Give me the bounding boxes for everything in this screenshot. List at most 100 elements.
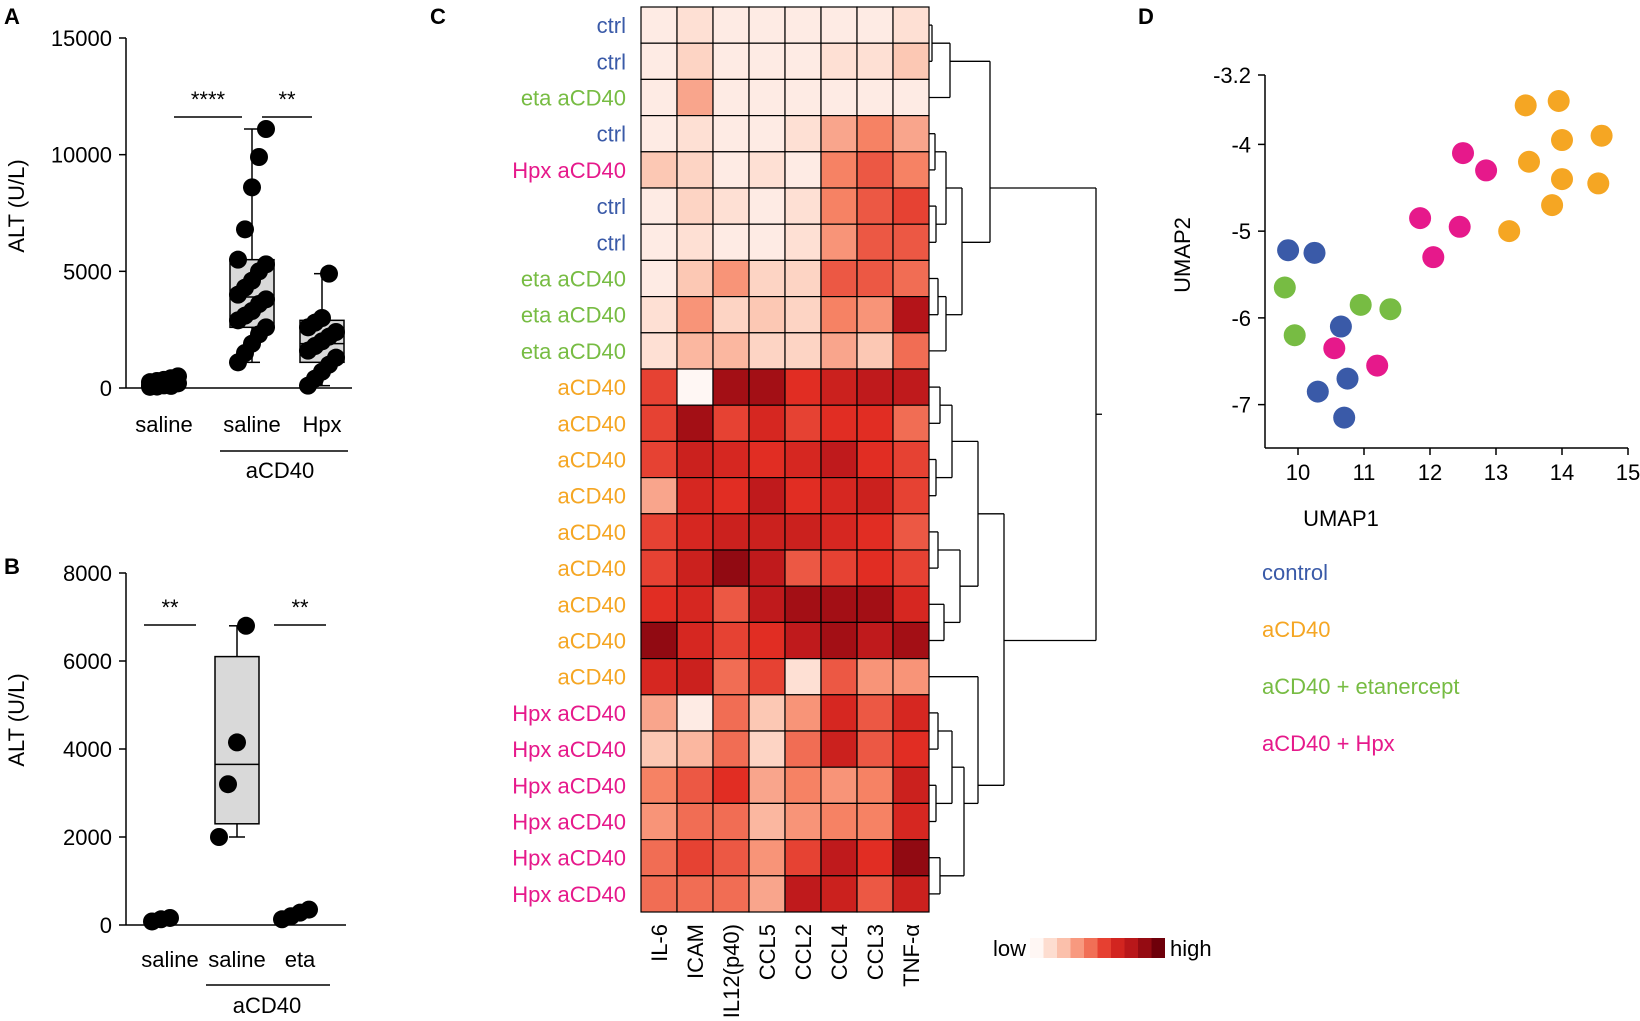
heatmap-cell	[712, 151, 750, 189]
heatmap-cell	[820, 585, 858, 624]
heatmap-cell	[856, 477, 894, 515]
panel-label-c: C	[430, 4, 446, 29]
heatmap-cell	[640, 6, 678, 44]
panel-a-significance-label: **	[278, 87, 296, 112]
umap-point-aCD40	[1518, 150, 1540, 173]
panel-a-box-plot: ALT (U/L) aCD40 0 5000 10000 15000 saline sal…	[4, 26, 352, 483]
heatmap-cell	[676, 549, 714, 587]
heatmap-cell	[712, 477, 750, 515]
heatmap-cell	[856, 332, 894, 370]
umap-point-Hpx	[1475, 159, 1498, 182]
heatmap-cell	[748, 6, 786, 44]
panel-d-x-axis-label: UMAP1	[1303, 506, 1379, 531]
heatmap-cell	[784, 657, 822, 696]
panel-a-data-point	[327, 323, 345, 341]
heatmap-cell	[820, 368, 858, 406]
heatmap-cell	[676, 657, 714, 696]
heatmap-cell	[784, 477, 822, 515]
heatmap-cell	[820, 404, 858, 443]
heatmap-cell	[856, 296, 894, 334]
heatmap-cell	[784, 838, 822, 877]
panel-a-data-point	[162, 376, 180, 395]
heatmap-cell	[712, 368, 750, 406]
heatmap-row-label: aCD40	[558, 556, 626, 581]
heatmap-cell	[856, 802, 894, 841]
panel-a-data-point	[257, 120, 275, 138]
panel-c-heatmap: low high ctrl ctrl eta aCD40 ctrl Hpx aCD40 c…	[512, 6, 1212, 1018]
heatmap-cell	[892, 151, 930, 189]
heatmap-cell	[820, 296, 858, 334]
heatmap-legend-high: high	[1170, 936, 1212, 961]
heatmap-cell	[712, 802, 750, 841]
heatmap-cell	[856, 187, 894, 225]
umap-point-Hpx	[1452, 142, 1474, 165]
panel-b-data-point	[210, 828, 228, 846]
heatmap-cell	[892, 78, 930, 117]
heatmap-cell	[640, 332, 678, 370]
heatmap-cell	[712, 223, 750, 261]
heatmap-cell	[748, 151, 786, 189]
heatmap-row-label: Hpx aCD40	[512, 701, 626, 726]
panel-a-data-point	[320, 264, 338, 283]
heatmap-legend-swatch	[1084, 938, 1098, 958]
panel-a-y-axis-label: ALT (U/L)	[4, 159, 29, 252]
umap-point-aCD40	[1551, 129, 1573, 152]
heatmap-cell	[784, 151, 822, 189]
panel-d-x-tick-label: 14	[1550, 460, 1574, 485]
panel-b-data-point	[228, 733, 246, 752]
heatmap-cell	[640, 78, 678, 117]
heatmap-cell	[712, 259, 750, 298]
heatmap-cell	[820, 332, 858, 370]
panel-b-data-point	[237, 616, 255, 635]
heatmap-cell	[712, 766, 750, 805]
heatmap-cell	[784, 296, 822, 334]
panel-a-data-point	[257, 290, 275, 309]
heatmap-cell	[820, 78, 858, 117]
heatmap-cell	[748, 368, 786, 406]
heatmap-cell	[748, 42, 786, 81]
heatmap-legend-swatch	[1097, 938, 1111, 958]
panel-a-data-point	[236, 220, 254, 239]
heatmap-cell	[820, 766, 858, 805]
heatmap-cell	[820, 259, 858, 298]
heatmap-cell	[856, 404, 894, 443]
heatmap-cell	[784, 42, 822, 81]
heatmap-cell	[676, 296, 714, 334]
panel-b-box	[214, 655, 260, 825]
heatmap-cell	[676, 585, 714, 624]
heatmap-legend-swatch	[1030, 938, 1044, 958]
heatmap-cell	[712, 838, 750, 877]
heatmap-cell	[820, 621, 858, 660]
panel-d-x-tick-label: 10	[1286, 460, 1310, 485]
panel-b-group-label: aCD40	[233, 993, 301, 1018]
umap-point-control	[1303, 241, 1326, 264]
heatmap-column-label: IL12(p40)	[719, 924, 744, 1018]
heatmap-cell	[784, 114, 822, 153]
heatmap-cell	[748, 513, 786, 551]
umap-point-Hpx	[1409, 207, 1432, 230]
heatmap-cell	[640, 621, 678, 660]
heatmap-cell	[856, 223, 894, 261]
heatmap-row-label: ctrl	[597, 49, 626, 74]
heatmap-row-label: aCD40	[558, 520, 626, 545]
heatmap-cell	[784, 694, 822, 732]
heatmap-cell	[892, 114, 930, 153]
heatmap-cell	[784, 730, 822, 768]
heatmap-cell	[712, 875, 750, 913]
heatmap-row-label: eta aCD40	[521, 86, 626, 111]
heatmap-cell	[712, 585, 750, 624]
heatmap-cell	[820, 42, 858, 81]
panel-a-data-point	[257, 255, 275, 274]
panel-a-y-tick-label: 15000	[51, 26, 112, 51]
panel-a-group-label: aCD40	[246, 458, 314, 483]
umap-point-etanercept	[1349, 293, 1372, 316]
umap-point-control	[1277, 239, 1300, 262]
heatmap-column-label: CCL4	[827, 924, 852, 980]
heatmap-cell	[892, 549, 930, 587]
heatmap-cell	[676, 404, 714, 443]
heatmap-cell	[856, 657, 894, 696]
heatmap-row-label: aCD40	[558, 411, 626, 436]
heatmap-cell	[892, 477, 930, 515]
heatmap-cell	[892, 802, 930, 841]
heatmap-cell	[892, 404, 930, 443]
